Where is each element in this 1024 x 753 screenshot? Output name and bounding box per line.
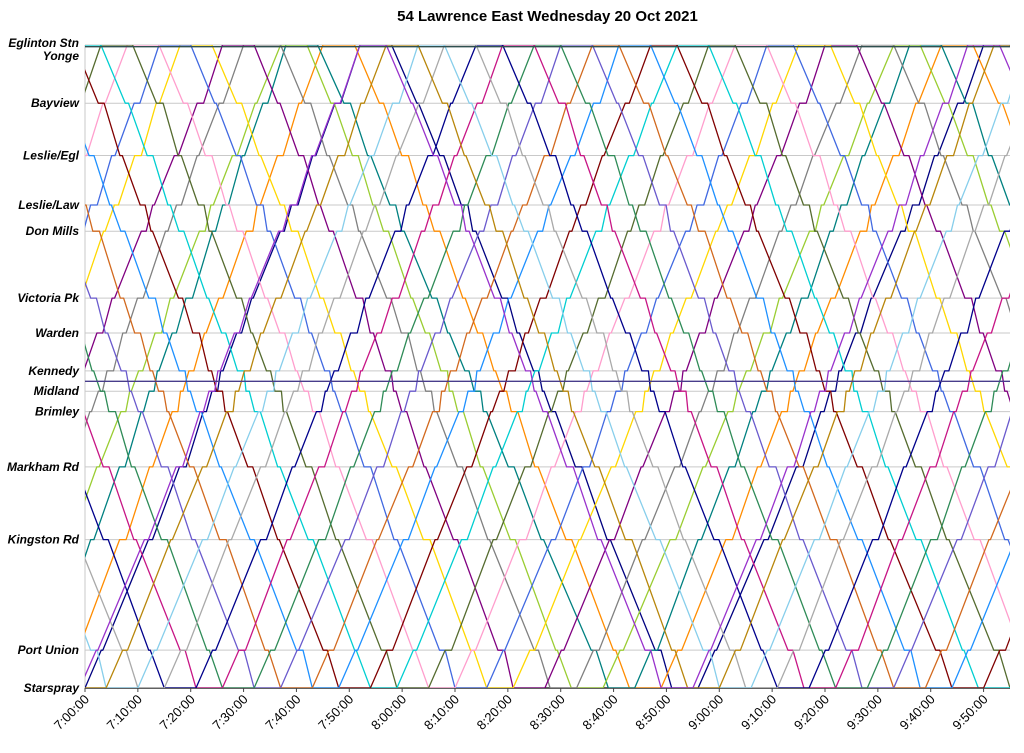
series-line-vehicle-9 [85, 45, 1010, 688]
station-label: Leslie/Law [18, 198, 79, 212]
x-tick-label: 9:50:00 [949, 692, 990, 733]
x-tick-label: 8:40:00 [579, 692, 620, 733]
station-label: Port Union [18, 643, 79, 657]
x-tick-label: 8:20:00 [474, 692, 515, 733]
series-line-vehicle-1 [85, 45, 1010, 688]
station-label: Warden [35, 326, 79, 340]
series-line-vehicle-17 [85, 45, 1010, 688]
x-tick-label: 7:00:00 [51, 692, 92, 733]
x-tick-label: 7:40:00 [262, 692, 303, 733]
series-line-vehicle-16 [85, 45, 1010, 688]
x-tick-label: 7:30:00 [209, 692, 250, 733]
series-group [85, 45, 1010, 688]
station-label: Eglinton Stn [8, 36, 79, 50]
x-tick-label: 9:40:00 [897, 692, 938, 733]
series-line-vehicle-6 [85, 45, 1010, 688]
series-line-vehicle-11 [85, 45, 1010, 688]
station-label: Kingston Rd [8, 533, 80, 547]
x-tick-label: 9:10:00 [738, 692, 779, 733]
series-line-vehicle-10 [85, 45, 1010, 688]
x-tick-label: 7:50:00 [315, 692, 356, 733]
series-line-vehicle-4 [85, 45, 1010, 688]
series-line-vehicle-7 [85, 45, 1010, 688]
x-axis: 7:00:00 7:10:00 7:20:00 7:30:00 7:40:00 7:50:… [51, 688, 991, 733]
x-tick-label: 9:30:00 [844, 692, 885, 733]
x-tick-label: 9:00:00 [685, 692, 726, 733]
x-tick-label: 7:20:00 [157, 692, 198, 733]
series-line-vehicle-3 [85, 45, 1010, 688]
series-line-vehicle-15 [85, 45, 1010, 688]
x-tick-label: 8:50:00 [632, 692, 673, 733]
station-label: Bayview [31, 96, 80, 110]
series-line-vehicle-2 [85, 45, 1010, 688]
grid-lines [84, 44, 1010, 689]
station-label: Yonge [43, 49, 80, 63]
station-label: Brimley [35, 405, 80, 419]
station-label: Leslie/Egl [23, 149, 80, 163]
series-line-vehicle-13 [85, 45, 1010, 688]
x-tick-label: 8:30:00 [527, 692, 568, 733]
x-tick-label: 9:20:00 [791, 692, 832, 733]
station-label: Kennedy [28, 364, 80, 378]
series-line-vehicle-8 [85, 45, 1010, 688]
station-label: Midland [34, 384, 80, 398]
x-tick-label: 7:10:00 [104, 692, 145, 733]
series-line-vehicle-12 [85, 45, 1010, 688]
station-label: Markham Rd [7, 460, 80, 474]
series-line-vehicle-20 [85, 45, 1010, 688]
series-line-vehicle-19 [85, 45, 1010, 688]
station-label: Starspray [24, 681, 81, 695]
chart-title: 54 Lawrence East Wednesday 20 Oct 2021 [397, 8, 698, 25]
station-label: Don Mills [26, 224, 80, 238]
station-label: Victoria Pk [17, 291, 80, 305]
x-tick-label: 8:10:00 [421, 692, 462, 733]
x-tick-label: 8:00:00 [368, 692, 409, 733]
series-line-vehicle-14 [85, 45, 1010, 688]
series-line-vehicle-18 [85, 45, 1010, 688]
